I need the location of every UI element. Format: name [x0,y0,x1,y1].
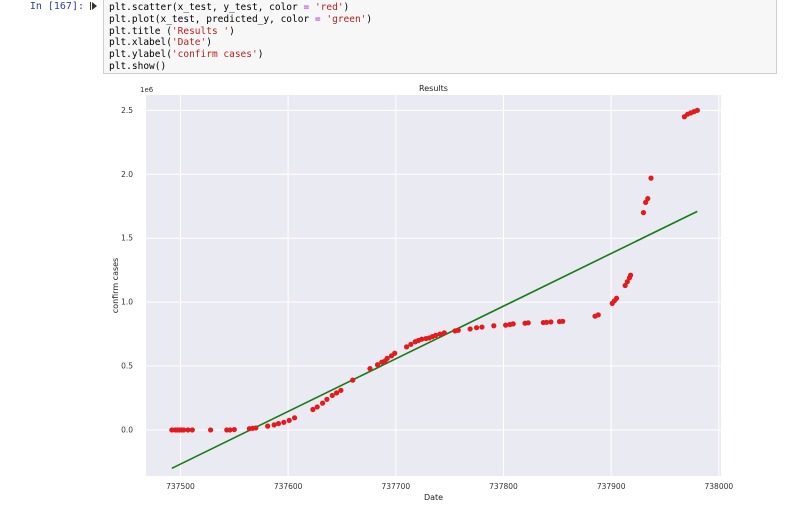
run-bar [90,2,91,10]
scatter-point [275,420,282,427]
y-tick-label: 0.5 [121,362,133,371]
x-tick-label: 737500 [166,482,195,491]
code-cell[interactable]: plt.scatter(x_test, y_test, color = 'red… [103,0,777,74]
scatter-point [548,319,554,325]
scatter-point [189,427,195,433]
y-tick-label: 2.5 [121,106,133,115]
scatter-point [627,272,634,278]
plot-area [146,95,721,476]
scatter-point [384,355,390,361]
results-chart: 737500 737600 737700 737800 737900 738000 0.0 0… [111,84,733,502]
grid-lines [146,95,721,476]
scatter-point [208,427,214,433]
scatter-layer [169,107,700,433]
scatter-point [408,341,414,347]
scatter-point [613,295,620,301]
code-line: plt.title ('Results ') [109,25,235,37]
regression-line [171,210,698,470]
scatter-point [643,199,649,205]
scatter-point [560,318,566,324]
scatter-point [231,426,237,433]
scatter-point [473,325,480,331]
scatter-point [624,279,630,285]
tick-labels: 737500 737600 737700 737800 737900 738000 0.0 0… [121,106,733,491]
x-tick-label: 738000 [705,482,734,491]
scatter-point [329,392,335,399]
scatter-point [350,377,356,383]
scatter-point [441,330,447,336]
scatter-point [467,326,473,332]
scatter-point [314,404,320,410]
y-tick-label: 1.5 [121,234,133,243]
scatter-point [645,195,651,202]
scatter-point [286,417,292,423]
scatter-point [640,210,647,216]
scatter-point [595,312,601,318]
cell-prompt: In [167]: [29,1,84,12]
code-line: plt.ylabel('confirm cases') [109,49,264,61]
y-tick-label: 2.0 [121,170,133,179]
scatter-point [392,350,398,356]
scatter-point [310,406,316,413]
scatter-point [510,321,516,327]
scatter-point [694,107,700,113]
x-tick-label: 737800 [489,482,518,491]
code-line: plt.scatter(x_test, y_test, color = 'red… [109,2,350,13]
regression-line-layer [171,210,698,470]
code-line: plt.plot(x_test, predicted_y, color = 'g… [109,13,373,25]
scatter-point [543,319,550,325]
y-tick-label: 0.0 [121,425,133,434]
scatter-point [374,362,381,368]
y-offset-label: 1e6 [140,86,154,94]
scatter-point [455,327,461,333]
scatter-point [622,282,628,289]
y-tick-label: 1.0 [121,298,133,307]
scatter-point [281,419,287,425]
x-tick-label: 737700 [381,482,410,491]
scatter-point [491,323,497,329]
scatter-point [503,322,509,328]
chart-title: Results [419,84,448,93]
scatter-point [271,422,277,428]
x-tick-label: 737600 [274,482,303,491]
cell-output: 737500 737600 737700 737800 737900 738000 0.0 0… [104,80,744,505]
scatter-point [227,427,233,433]
x-axis-label: Date [424,493,443,502]
scatter-point [319,400,326,406]
scatter-point [265,423,271,429]
scatter-point [333,390,340,396]
scatter-point [437,331,443,337]
scatter-point [479,324,485,330]
scatter-point [185,427,191,433]
scatter-point [338,387,344,393]
scatter-point [324,396,330,402]
scatter-point [181,427,187,433]
scatter-point [525,320,531,326]
code-line: plt.xlabel('Date') [109,37,212,49]
code-line: plt.show() [109,60,167,72]
scatter-point [419,336,425,342]
scatter-point [291,415,298,421]
y-axis-label: confirm cases [111,258,120,313]
scatter-point [253,425,259,431]
run-cell-icon[interactable] [92,2,97,10]
scatter-point [367,366,373,372]
scatter-point [403,344,410,350]
x-tick-label: 737900 [597,482,626,491]
scatter-point [648,175,654,181]
scatter-point [433,332,439,338]
